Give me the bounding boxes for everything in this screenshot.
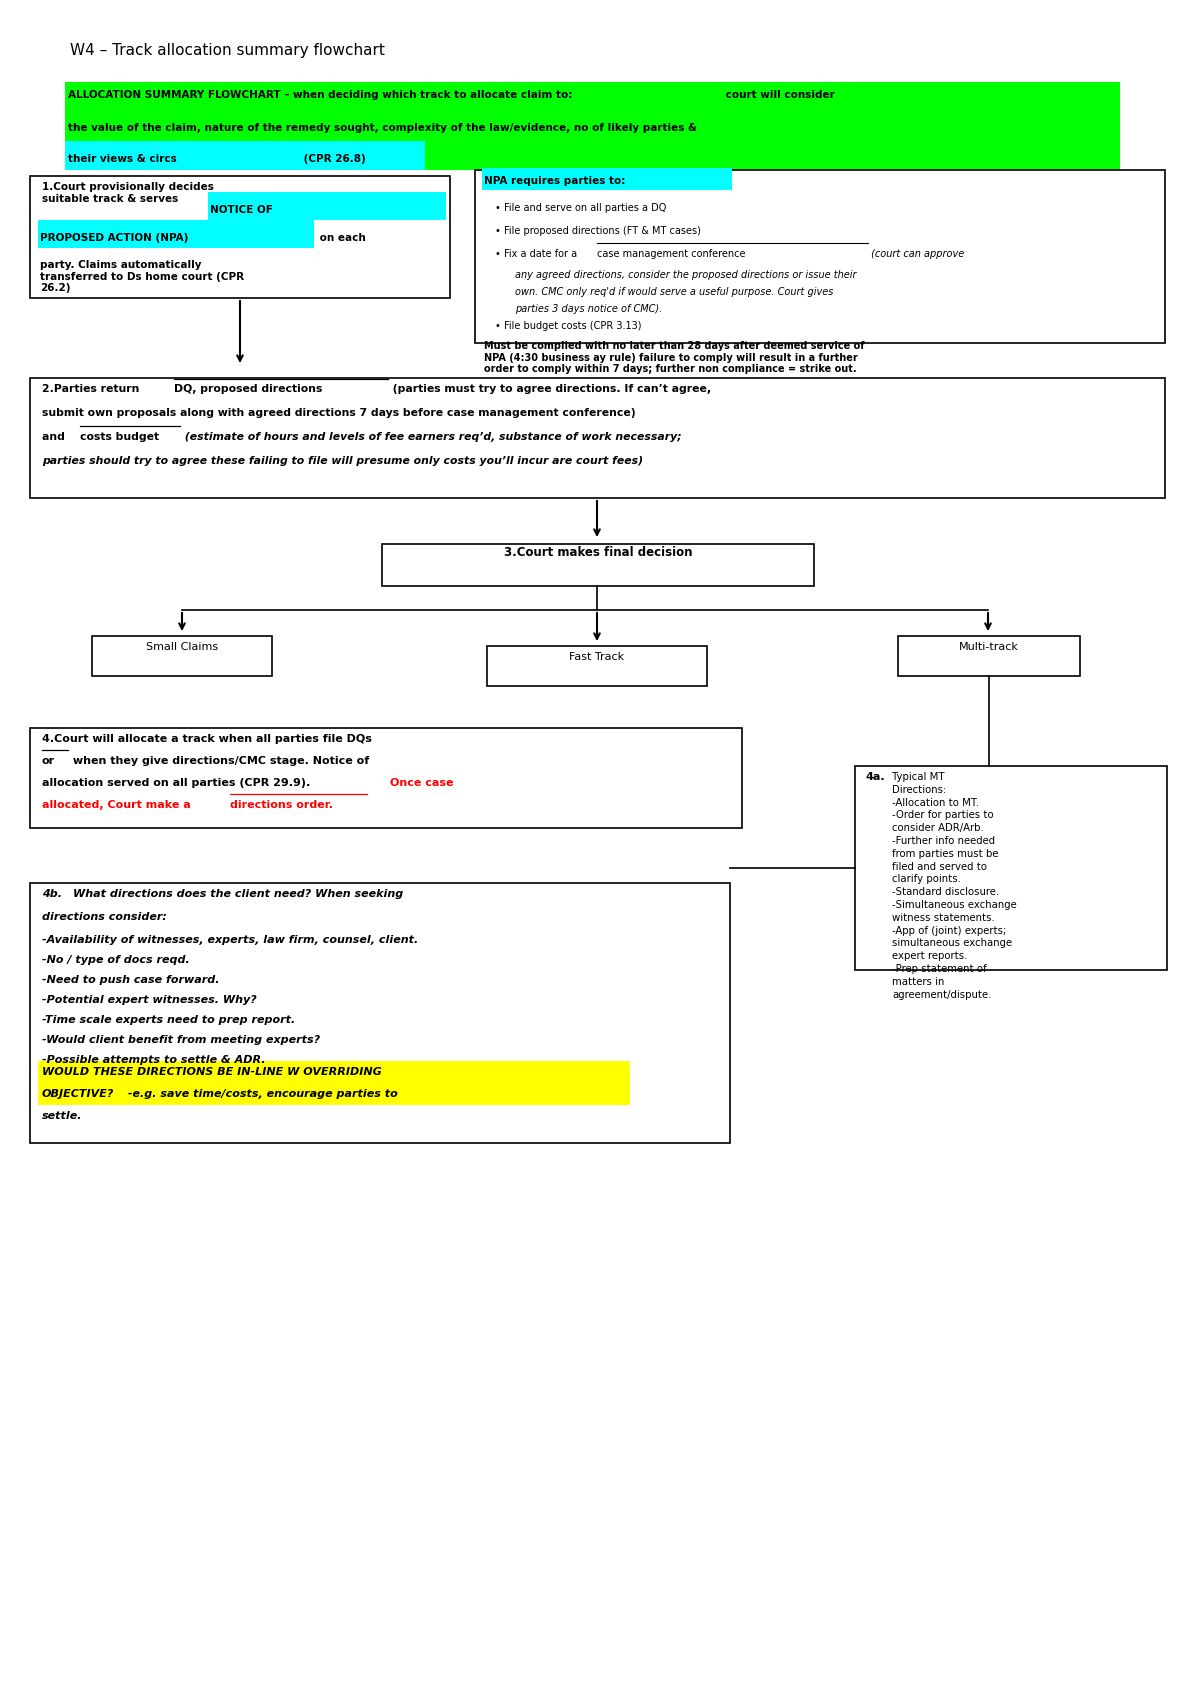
FancyBboxPatch shape: [92, 637, 272, 676]
Text: and: and: [42, 431, 68, 441]
FancyBboxPatch shape: [482, 168, 732, 190]
Text: directions consider:: directions consider:: [42, 912, 167, 922]
Text: -No / type of docs reqd.: -No / type of docs reqd.: [42, 954, 190, 964]
Text: -e.g. save time/costs, encourage parties to: -e.g. save time/costs, encourage parties…: [124, 1088, 397, 1099]
Text: (court can approve: (court can approve: [868, 250, 965, 260]
Text: (parties must try to agree directions. If can’t agree,: (parties must try to agree directions. I…: [389, 384, 712, 394]
FancyBboxPatch shape: [38, 1061, 630, 1105]
Text: submit own proposals along with agreed directions 7 days before case management : submit own proposals along with agreed d…: [42, 408, 636, 418]
FancyBboxPatch shape: [38, 221, 314, 248]
FancyBboxPatch shape: [30, 379, 1165, 498]
FancyBboxPatch shape: [382, 543, 814, 586]
Text: case management conference: case management conference: [598, 250, 745, 260]
Text: Multi-track: Multi-track: [959, 642, 1019, 652]
Text: their views & circs: their views & circs: [68, 155, 176, 165]
Text: -Need to push case forward.: -Need to push case forward.: [42, 975, 220, 985]
FancyBboxPatch shape: [65, 82, 1120, 170]
Text: (estimate of hours and levels of fee earners req’d, substance of work necessary;: (estimate of hours and levels of fee ear…: [181, 431, 682, 441]
Text: OBJECTIVE?: OBJECTIVE?: [42, 1088, 114, 1099]
Text: 4a.: 4a.: [865, 773, 884, 783]
Text: • File budget costs (CPR 3.13): • File budget costs (CPR 3.13): [496, 321, 642, 331]
Text: -Would client benefit from meeting experts?: -Would client benefit from meeting exper…: [42, 1036, 320, 1044]
Text: NOTICE OF: NOTICE OF: [210, 205, 272, 216]
FancyBboxPatch shape: [30, 728, 742, 829]
Text: any agreed directions, consider the proposed directions or issue their: any agreed directions, consider the prop…: [515, 270, 857, 280]
Text: (CPR 26.8): (CPR 26.8): [300, 155, 366, 165]
Text: 3.Court makes final decision: 3.Court makes final decision: [504, 547, 692, 559]
Text: on each: on each: [316, 233, 366, 243]
Text: 4.Court will allocate a track when all parties file DQs: 4.Court will allocate a track when all p…: [42, 734, 372, 744]
Text: • File and serve on all parties a DQ: • File and serve on all parties a DQ: [496, 204, 666, 212]
Text: 4b.: 4b.: [42, 890, 62, 898]
Text: Must be complied with no later than 28 days after deemed service of
NPA (4:30 bu: Must be complied with no later than 28 d…: [484, 341, 864, 374]
FancyBboxPatch shape: [475, 170, 1165, 343]
FancyBboxPatch shape: [65, 141, 425, 170]
Text: 2.Parties return: 2.Parties return: [42, 384, 143, 394]
Text: NPA requires parties to:: NPA requires parties to:: [484, 177, 625, 187]
FancyBboxPatch shape: [30, 177, 450, 299]
Text: settle.: settle.: [42, 1110, 83, 1121]
Text: WOULD THESE DIRECTIONS BE IN-LINE W OVERRIDING: WOULD THESE DIRECTIONS BE IN-LINE W OVER…: [42, 1066, 382, 1077]
Text: What directions does the client need? When seeking: What directions does the client need? Wh…: [73, 890, 403, 898]
Text: Fast Track: Fast Track: [570, 652, 624, 662]
FancyBboxPatch shape: [208, 192, 446, 221]
Text: Typical MT
Directions:
-Allocation to MT.
-Order for parties to
consider ADR/Arb: Typical MT Directions: -Allocation to MT…: [892, 773, 1016, 1000]
Text: parties 3 days notice of CMC).: parties 3 days notice of CMC).: [515, 304, 662, 314]
Text: • Fix a date for a: • Fix a date for a: [496, 250, 581, 260]
Text: allocation served on all parties (CPR 29.9).: allocation served on all parties (CPR 29…: [42, 778, 314, 788]
Text: -Potential expert witnesses. Why?: -Potential expert witnesses. Why?: [42, 995, 257, 1005]
FancyBboxPatch shape: [30, 883, 730, 1143]
FancyBboxPatch shape: [487, 645, 707, 686]
Text: own. CMC only req'd if would serve a useful purpose. Court gives: own. CMC only req'd if would serve a use…: [515, 287, 833, 297]
Text: directions order.: directions order.: [230, 800, 332, 810]
Text: parties should try to agree these failing to file will presume only costs you’ll: parties should try to agree these failin…: [42, 457, 643, 465]
Text: -Time scale experts need to prep report.: -Time scale experts need to prep report.: [42, 1015, 295, 1026]
Text: costs budget: costs budget: [80, 431, 160, 441]
Text: DQ, proposed directions: DQ, proposed directions: [174, 384, 323, 394]
Text: Small Claims: Small Claims: [146, 642, 218, 652]
FancyBboxPatch shape: [856, 766, 1168, 970]
Text: allocated, Court make a: allocated, Court make a: [42, 800, 194, 810]
FancyBboxPatch shape: [898, 637, 1080, 676]
Text: when they give directions/CMC stage. Notice of: when they give directions/CMC stage. Not…: [70, 756, 370, 766]
Text: party. Claims automatically
transferred to Ds home court (CPR
26.2): party. Claims automatically transferred …: [40, 260, 244, 294]
Text: • File proposed directions (FT & MT cases): • File proposed directions (FT & MT case…: [496, 226, 701, 236]
Text: -Possible attempts to settle & ADR.: -Possible attempts to settle & ADR.: [42, 1054, 265, 1065]
Text: or: or: [42, 756, 55, 766]
Text: W4 – Track allocation summary flowchart: W4 – Track allocation summary flowchart: [70, 42, 385, 58]
Text: ALLOCATION SUMMARY FLOWCHART – when deciding which track to allocate claim to:: ALLOCATION SUMMARY FLOWCHART – when deci…: [68, 90, 572, 100]
Text: -Availability of witnesses, experts, law firm, counsel, client.: -Availability of witnesses, experts, law…: [42, 936, 419, 946]
Text: Once case: Once case: [390, 778, 454, 788]
Text: 1.Court provisionally decides
suitable track & serves: 1.Court provisionally decides suitable t…: [42, 182, 214, 204]
Text: PROPOSED ACTION (NPA): PROPOSED ACTION (NPA): [40, 233, 188, 243]
Text: court will consider: court will consider: [722, 90, 835, 100]
Text: the value of the claim, nature of the remedy sought, complexity of the law/evide: the value of the claim, nature of the re…: [68, 122, 697, 132]
